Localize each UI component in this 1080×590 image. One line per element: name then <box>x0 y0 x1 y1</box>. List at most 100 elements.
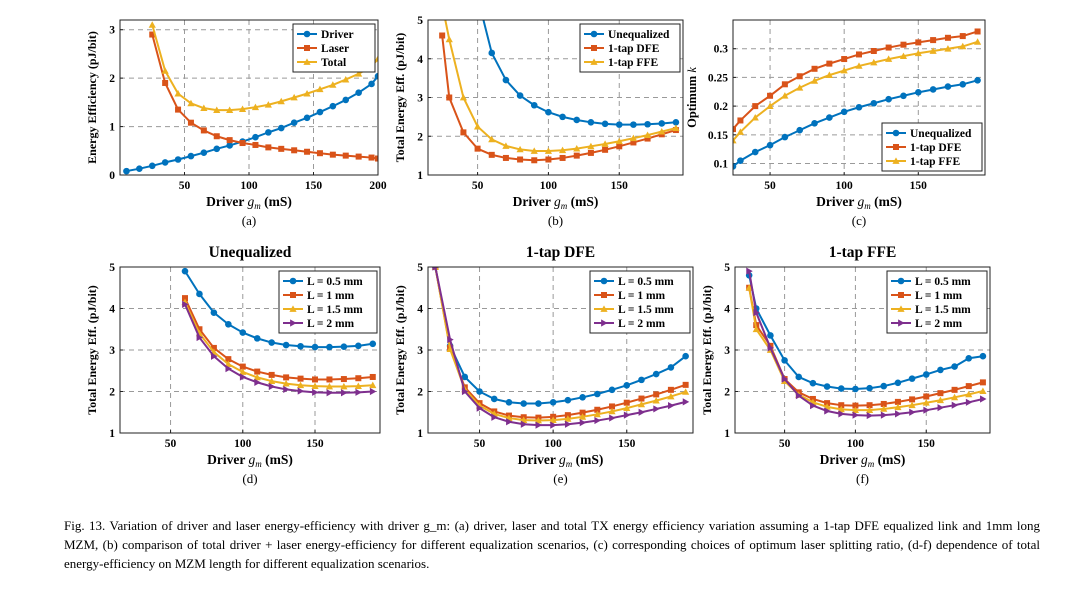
data-point <box>461 373 469 381</box>
x-axis-label: Driver gm (mS) <box>513 194 599 211</box>
data-point <box>564 412 571 419</box>
data-point <box>354 382 362 389</box>
data-point <box>187 152 195 160</box>
data-point <box>564 415 572 422</box>
data-point <box>311 382 319 389</box>
legend-label: L = 1.5 mm <box>307 304 363 316</box>
data-point <box>355 342 362 350</box>
data-point <box>672 119 680 126</box>
x-axis-label: Driver gm (mS) <box>820 452 906 469</box>
data-point <box>506 418 513 426</box>
data-point <box>929 86 937 93</box>
y-tick-label: 5 <box>417 262 423 274</box>
axes-box <box>427 19 684 176</box>
data-layer <box>123 21 378 175</box>
y-axis-label: Energy Efficiency (pJ/bit) <box>85 31 99 164</box>
data-point <box>488 135 496 143</box>
data-point <box>746 267 753 275</box>
data-point <box>213 106 221 113</box>
data-point <box>297 342 304 350</box>
data-point <box>573 145 581 152</box>
legend-swatch-marker <box>590 30 598 38</box>
x-tick-label: 50 <box>764 180 776 192</box>
legend-label: Unequalized <box>910 128 972 140</box>
data-point <box>252 141 259 148</box>
data-point <box>781 81 788 88</box>
data-point <box>534 416 543 424</box>
data-point <box>870 48 877 54</box>
data-point <box>278 145 285 152</box>
legend-label: L = 1 mm <box>618 290 666 302</box>
data-point <box>505 398 513 406</box>
data-point <box>781 357 788 364</box>
data-point <box>564 420 572 428</box>
data-point <box>880 382 888 390</box>
data-point <box>439 1 446 7</box>
data-point <box>326 389 334 397</box>
data-point <box>796 84 804 91</box>
data-point <box>811 65 818 72</box>
data-point <box>355 375 362 382</box>
x-tick-label: 100 <box>847 438 865 450</box>
x-tick-label: 50 <box>179 180 191 192</box>
data-point <box>573 116 581 124</box>
y-axis-label: Total Energy Eff. (pJ/bit) <box>393 285 407 415</box>
panel-title: Unequalized <box>209 244 292 261</box>
data-point <box>944 34 951 41</box>
data-point <box>213 145 221 153</box>
data-point <box>601 140 609 147</box>
data-layer <box>745 267 987 420</box>
data-point <box>937 390 944 397</box>
data-point <box>767 344 775 352</box>
panel-title: 1-tap FFE <box>829 244 897 261</box>
legend-label: L = 1.5 mm <box>618 304 674 316</box>
legend: Unequalized 1-tap DFE 1-tap FFE <box>579 23 681 73</box>
y-tick-label: 0.1 <box>714 159 729 171</box>
data-point <box>811 120 818 127</box>
y-tick-label: 1 <box>109 122 115 134</box>
data-point <box>181 267 189 275</box>
data-point <box>866 402 873 409</box>
data-point <box>979 352 987 360</box>
data-point <box>355 70 363 77</box>
data-point <box>196 333 204 342</box>
data-point <box>923 393 930 400</box>
y-tick-label: 1 <box>417 170 423 182</box>
data-point <box>737 157 744 164</box>
data-point <box>658 120 666 127</box>
data-point <box>460 129 467 136</box>
data-point <box>558 146 567 154</box>
data-point <box>225 365 232 373</box>
data-point <box>579 419 587 427</box>
legend-label: Driver <box>321 29 354 41</box>
legend-swatch-marker <box>892 157 900 164</box>
data-point <box>810 402 817 410</box>
legend-label: L = 1 mm <box>915 290 963 302</box>
data-point <box>182 295 188 302</box>
data-point <box>668 402 675 410</box>
chart-panel-c: 50 100 150 0.1 0.15 0.2 0.25 0.3 Driver gm (mS) O… <box>685 19 986 228</box>
data-point <box>375 155 378 162</box>
data-point <box>623 381 631 389</box>
data-point <box>516 145 524 153</box>
data-point <box>531 157 538 164</box>
data-point <box>268 377 276 385</box>
y-tick-label: 2 <box>724 387 730 399</box>
data-point <box>355 89 362 96</box>
data-point <box>149 31 156 38</box>
data-point <box>601 120 609 128</box>
data-point <box>187 99 195 107</box>
data-point <box>959 42 967 50</box>
data-point <box>432 267 439 271</box>
data-point <box>745 284 753 291</box>
data-layer <box>181 267 377 397</box>
data-point <box>148 21 156 28</box>
data-point <box>340 382 348 390</box>
data-point <box>268 339 275 346</box>
data-point <box>187 119 194 126</box>
data-point <box>587 149 594 156</box>
data-point <box>629 134 638 142</box>
legend-swatch-marker <box>289 277 297 285</box>
data-point <box>325 382 334 390</box>
data-point <box>638 408 646 416</box>
